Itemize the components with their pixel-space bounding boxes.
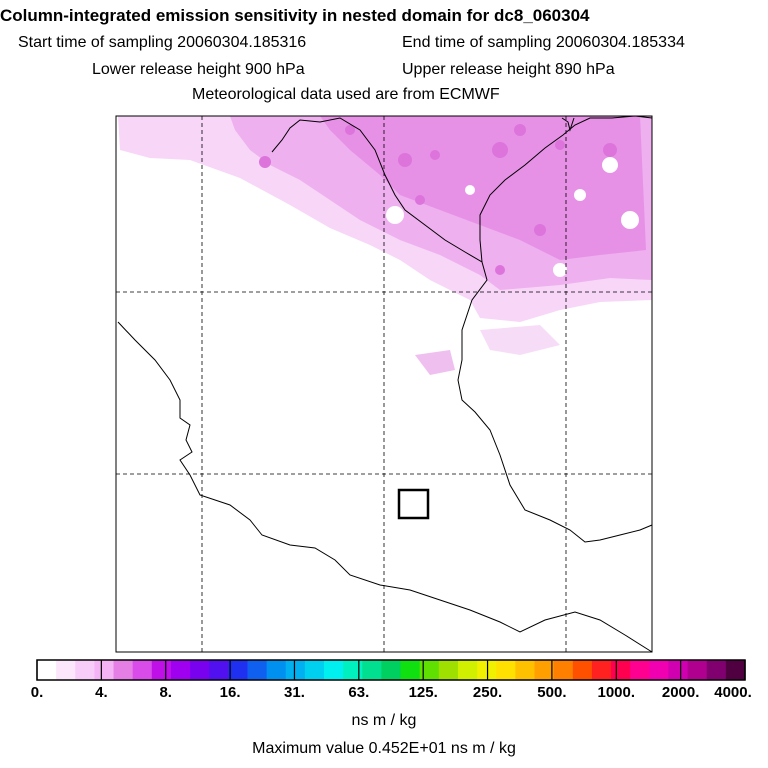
colorbar-tick-label: 4000.	[714, 684, 752, 701]
plot-title: Column-integrated emission sensitivity i…	[0, 6, 590, 25]
colorbar-swatch	[534, 660, 555, 680]
colorbar-swatch	[706, 660, 727, 680]
colorbar-swatch	[132, 660, 153, 680]
end-time-label: End time of sampling 20060304.185334	[402, 34, 685, 51]
max-value-label: Maximum value 0.452E+01 ns m / kg	[252, 740, 516, 757]
colorbar-swatch	[668, 660, 689, 680]
colorbar-swatch	[285, 660, 306, 680]
colorbar-swatch	[630, 660, 650, 680]
colorbar-swatch	[209, 660, 229, 680]
colorbar-swatch	[419, 660, 440, 680]
release-location-marker	[397, 488, 430, 520]
met-data-label: Meteorological data used are from ECMWF	[192, 86, 500, 103]
colorbar-tick-label: 16.	[219, 684, 241, 701]
colorbar-swatch	[381, 660, 402, 680]
colorbar-swatch	[687, 660, 708, 680]
start-time-label: Start time of sampling 20060304.185316	[18, 34, 307, 51]
colorbar-frame	[36, 659, 746, 681]
colorbar-swatch	[438, 660, 459, 680]
colorbar-tick-label: 125.	[408, 684, 438, 701]
colorbar-swatch	[75, 660, 96, 680]
colorbar-swatch	[266, 660, 287, 680]
colorbar-swatch	[304, 660, 325, 680]
colorbar	[36, 659, 746, 681]
coastline-southwest	[117, 321, 653, 653]
coastline-north	[271, 117, 653, 543]
colorbar-swatch	[496, 660, 516, 680]
colorbar-swatch	[591, 660, 612, 680]
colorbar-swatch	[151, 660, 172, 680]
colorbar-tick-label: 8.	[159, 684, 172, 701]
colorbar-swatch	[56, 660, 76, 680]
colorbar-swatch	[228, 660, 249, 680]
colorbar-tick-label: 500.	[537, 684, 567, 701]
map-frame	[115, 115, 653, 653]
colorbar-swatch	[247, 660, 268, 680]
colorbar-swatch	[400, 660, 421, 680]
coastline-northeast	[479, 115, 653, 263]
colorbar-tick-label: 31.	[284, 684, 305, 701]
units-label: ns m / kg	[351, 712, 417, 729]
colorbar-tick-label: 63.	[348, 684, 370, 701]
sensitivity-plume	[118, 116, 652, 375]
colorbar-swatch	[94, 660, 115, 680]
colorbar-swatch	[515, 660, 536, 680]
colorbar-swatch	[553, 660, 574, 680]
colorbar-swatch	[190, 660, 210, 680]
colorbar-swatch	[324, 660, 344, 680]
colorbar-swatch	[170, 660, 191, 680]
colorbar-swatch	[611, 660, 631, 680]
colorbar-tick-label: 4.	[95, 684, 108, 701]
colorbar-swatch	[113, 660, 134, 680]
colorbar-swatch	[343, 660, 363, 680]
colorbar-swatch	[725, 660, 746, 680]
colorbar-swatch	[37, 660, 57, 680]
colorbar-swatch	[362, 660, 383, 680]
colorbar-swatch	[649, 660, 670, 680]
colorbar-swatch	[457, 660, 478, 680]
coastline-small-inlet	[561, 117, 575, 132]
colorbar-tick-label: 2000.	[661, 684, 700, 701]
colorbar-swatch	[572, 660, 593, 680]
upper-release-label: Upper release height 890 hPa	[402, 61, 615, 78]
colorbar-tick-label: 0.	[30, 684, 44, 701]
lower-release-label: Lower release height 900 hPa	[92, 61, 305, 78]
lat-lon-grid	[116, 116, 652, 652]
colorbar-tick-label: 250.	[472, 684, 503, 701]
colorbar-tick-label: 1000.	[597, 684, 636, 701]
